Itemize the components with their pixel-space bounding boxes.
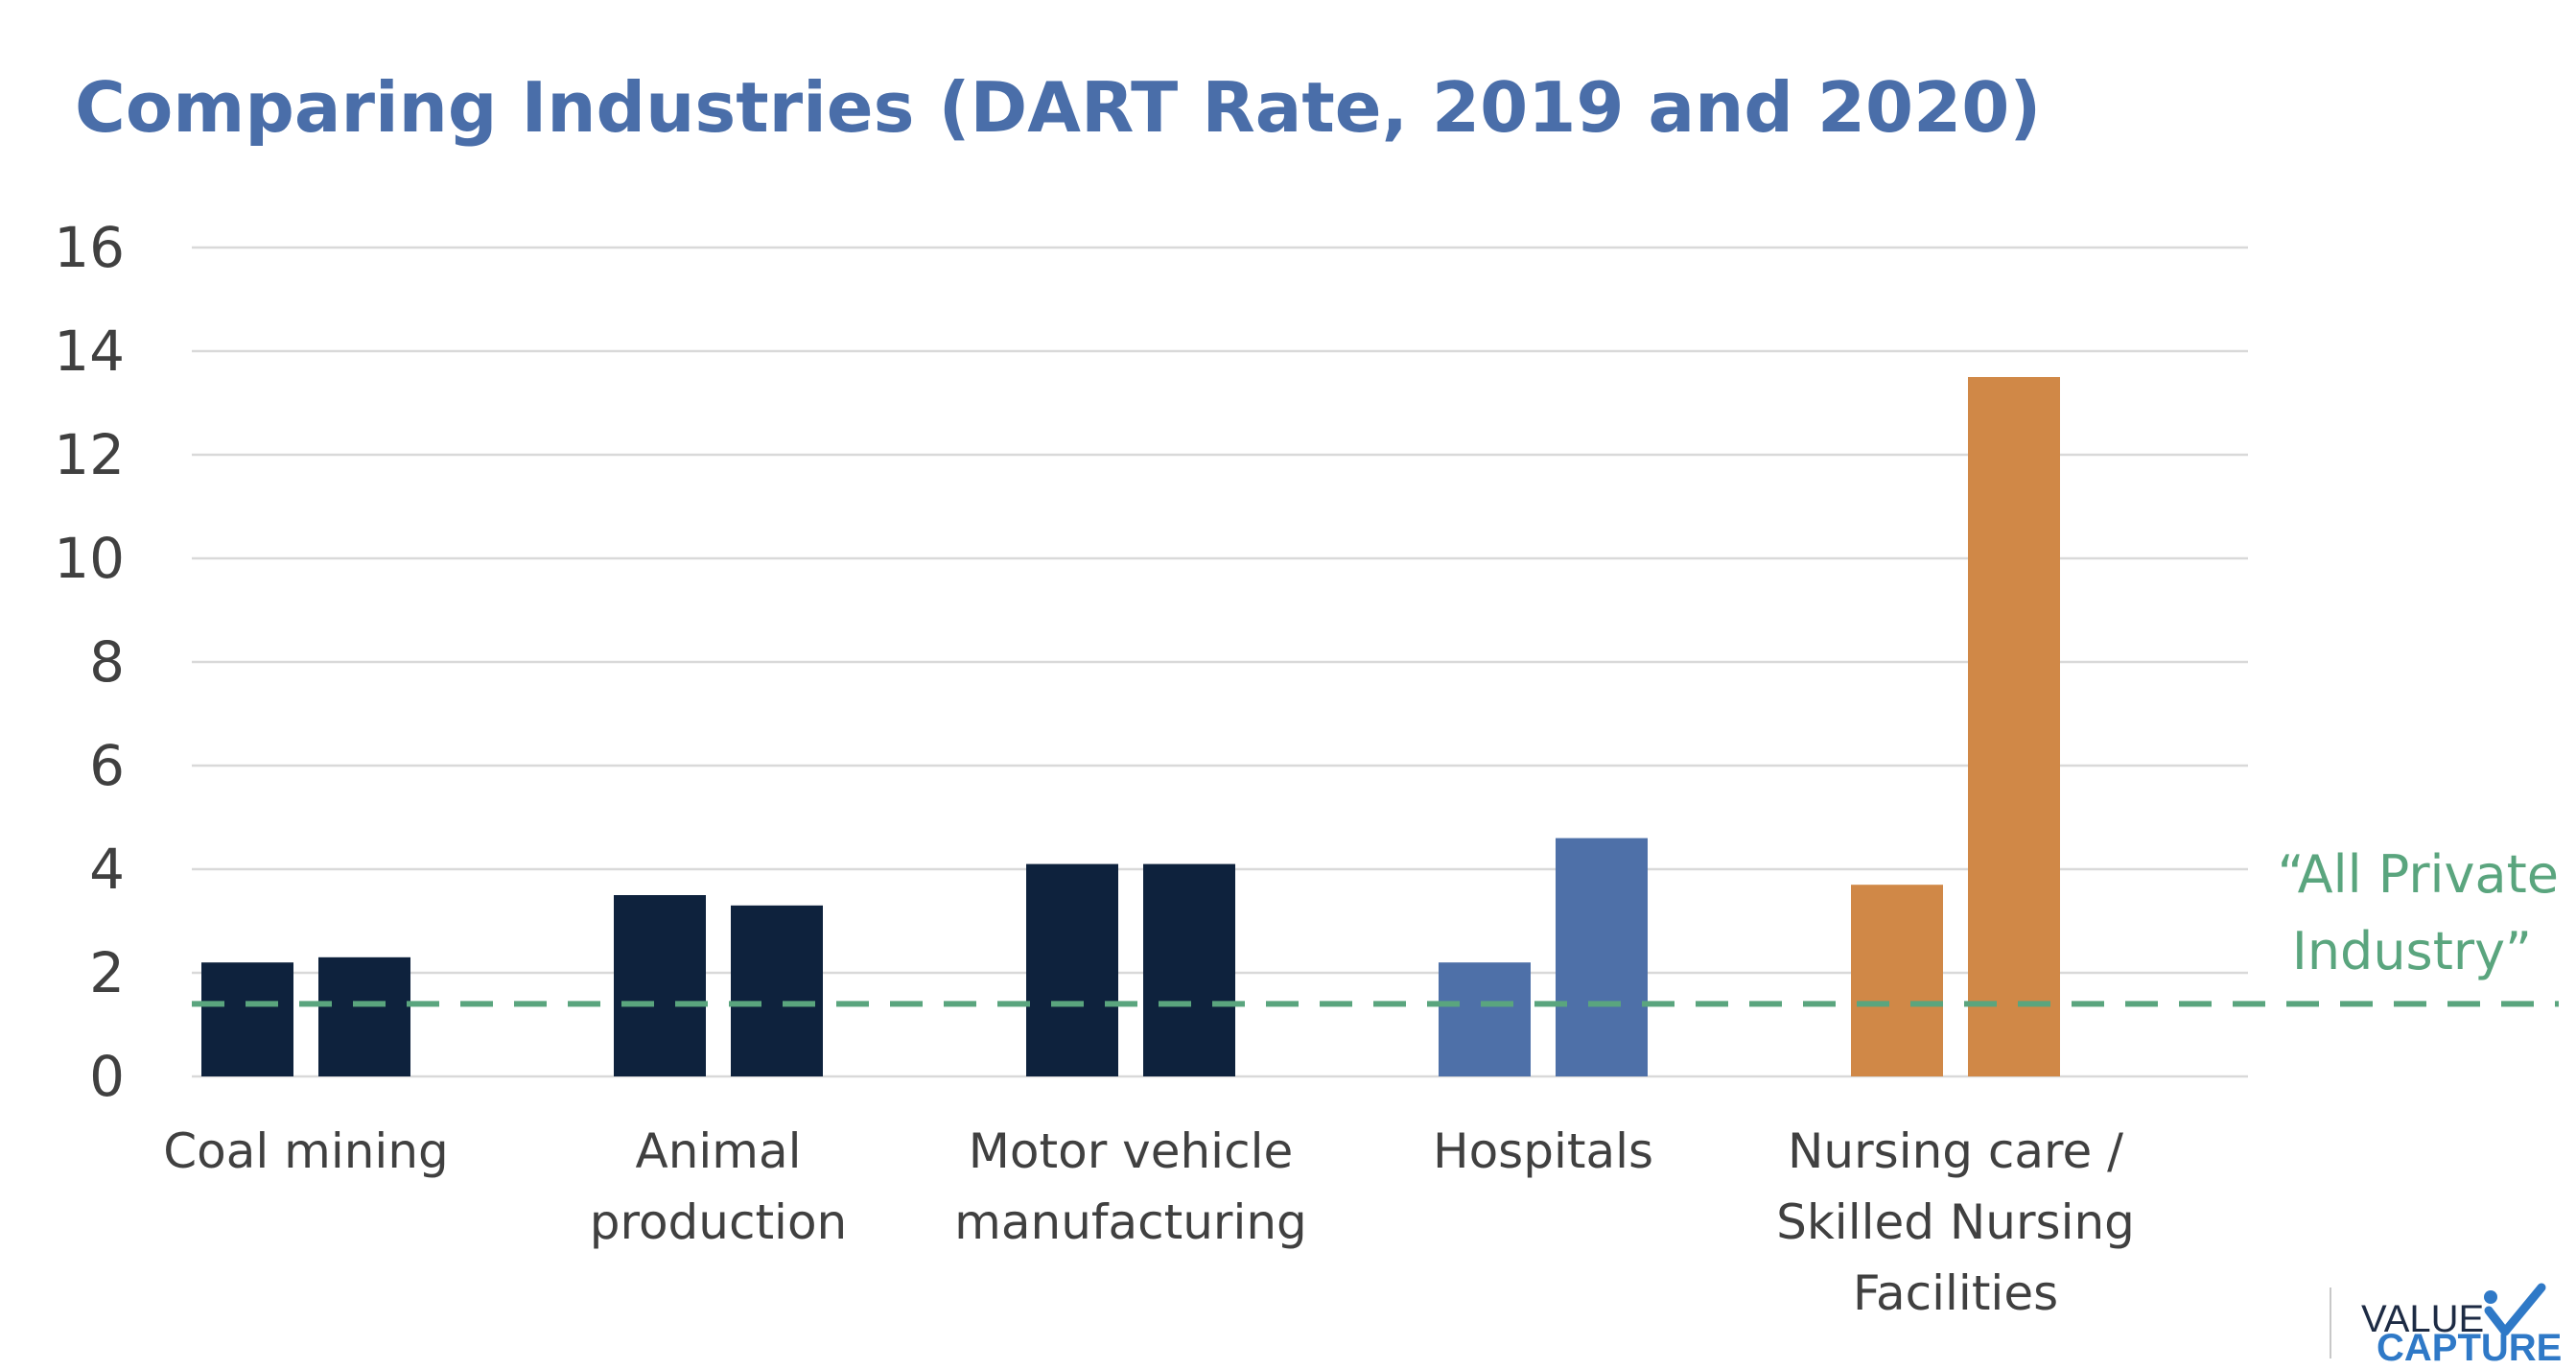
gridlines [192,246,2248,1078]
y-tick-label: 12 [54,422,125,487]
x-category-label: Skilled Nursing [1776,1194,2135,1250]
bar-2019 [614,895,706,1076]
x-category-label: production [590,1194,847,1250]
x-category-label: Facilities [1853,1265,2058,1321]
x-category-label: manufacturing [954,1194,1307,1250]
value-capture-logo: VALUE CAPTURE [2330,1283,2562,1369]
x-category-label: Nursing care / [1788,1123,2123,1179]
x-category-label: Hospitals [1433,1123,1653,1179]
y-tick-label: 6 [89,733,125,798]
logo-text-capture: CAPTURE [2377,1327,2562,1369]
bar-2019 [201,962,293,1076]
y-tick-label: 16 [54,215,125,280]
y-tick-label: 10 [54,526,125,591]
y-tick-label: 0 [89,1044,125,1109]
logo-dot-icon [2484,1290,2497,1304]
bar-2020 [731,905,823,1076]
bar-2020 [1556,838,1648,1076]
bar-2020 [1143,863,1235,1076]
y-axis-ticks: 0 2 4 6 8 10 12 14 16 [54,215,125,1109]
bar-2020 [1968,377,2060,1076]
chart-title: Comparing Industries (DART Rate, 2019 an… [75,67,2041,148]
reference-line-group: “All Private Industry” [192,844,2559,1007]
x-category-label: Animal [635,1123,801,1179]
checkmark-icon [2484,1283,2546,1336]
reference-line-label: Industry” [2292,921,2532,981]
bar-2019 [1439,962,1531,1076]
y-tick-label: 4 [89,837,125,902]
logo-text-value: VALUE [2361,1298,2484,1340]
x-axis-labels: Coal mining Animal production Motor vehicle… [163,1123,2135,1321]
x-category-label: Coal mining [163,1123,449,1179]
y-tick-label: 2 [89,940,125,1005]
reference-line-label: “All Private [2278,844,2559,905]
bar-2019 [1851,885,1943,1076]
x-category-label: Motor vehicle [969,1123,1293,1179]
y-tick-label: 14 [54,319,125,384]
y-tick-label: 8 [89,629,125,695]
bars [201,377,2060,1076]
bar-2020 [318,957,410,1076]
bar-2019 [1026,863,1118,1076]
